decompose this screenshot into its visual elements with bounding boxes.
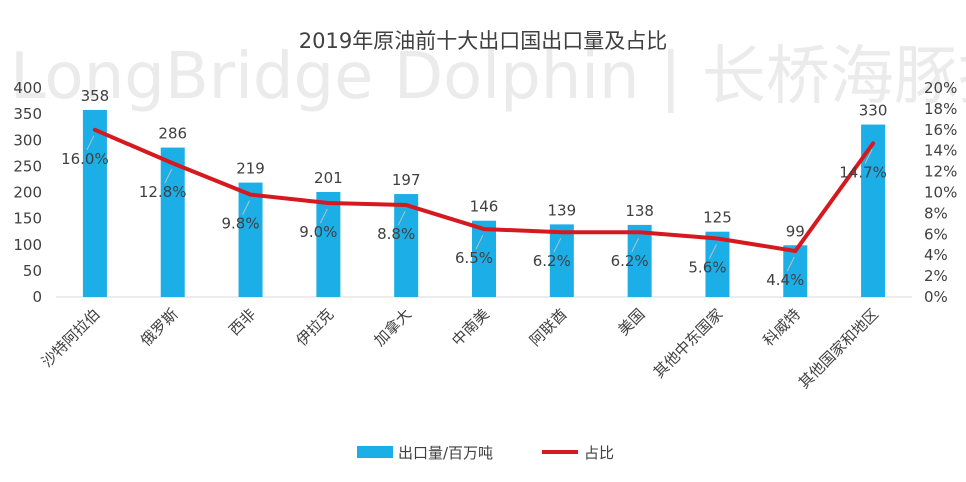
- line-label-leader: [164, 169, 173, 184]
- legend: 出口量/百万吨 占比: [357, 444, 614, 462]
- watermark: LongBridge Dolphin | 长桥海豚投研: [10, 40, 966, 114]
- bar-value-label: 146: [470, 198, 499, 216]
- line-label-leader: [86, 135, 95, 151]
- bar-value-label: 201: [314, 169, 343, 187]
- bar: [705, 231, 730, 297]
- line-label-leader: [864, 149, 873, 164]
- y-right-tick-label: 20%: [924, 79, 957, 97]
- y-right-tick-label: 18%: [924, 100, 957, 118]
- y-right-tick-label: 16%: [924, 121, 957, 139]
- line-label-leader: [553, 237, 562, 253]
- line-label-leader: [475, 234, 484, 250]
- category-label: 沙特阿拉伯: [38, 305, 104, 371]
- y-left-tick-label: 400: [13, 79, 42, 97]
- y-left-tick-label: 350: [13, 105, 42, 123]
- y-right-tick-label: 8%: [924, 204, 948, 222]
- y-left-tick-label: 300: [13, 131, 42, 149]
- bar: [783, 245, 808, 297]
- legend-line-label: 占比: [584, 444, 614, 462]
- category-label: 伊拉克: [293, 305, 338, 350]
- bar-value-label: 138: [625, 202, 654, 220]
- y-right-tick-label: 4%: [924, 246, 948, 264]
- line-value-label: 9.8%: [221, 215, 259, 233]
- bar: [394, 194, 419, 297]
- bar-value-label: 219: [236, 160, 265, 178]
- line-value-label: 6.2%: [611, 252, 649, 270]
- category-label: 阿联酋: [526, 305, 571, 350]
- category-label: 俄罗斯: [137, 305, 182, 350]
- y-right-tick-label: 6%: [924, 225, 948, 243]
- bar-value-label: 197: [392, 171, 421, 189]
- line-value-label: 6.2%: [533, 252, 571, 270]
- category-label: 西非: [225, 305, 259, 339]
- share-line: [92, 127, 876, 254]
- y-left-tick-label: 0: [32, 288, 42, 306]
- line-value-label: 16.0%: [61, 150, 109, 168]
- bar: [238, 182, 263, 297]
- category-label: 美国: [615, 305, 649, 339]
- bar-value-label: 286: [158, 125, 187, 143]
- y-right-tick-label: 12%: [924, 163, 957, 181]
- category-label: 中南美: [448, 305, 493, 350]
- bar-value-label: 99: [786, 222, 805, 240]
- category-label: 其他中东国家: [650, 305, 726, 381]
- y-right-tick-label: 10%: [924, 184, 957, 202]
- legend-bar-swatch: [357, 446, 393, 458]
- line-value-label: 8.8%: [377, 225, 415, 243]
- line-value-label: 9.0%: [299, 223, 337, 241]
- legend-bar-label: 出口量/百万吨: [398, 444, 493, 462]
- line-label-leader: [631, 237, 640, 253]
- category-label: 其他国家和地区: [795, 305, 882, 392]
- y-right-tick-label: 2%: [924, 267, 948, 285]
- y-left-tick-label: 100: [13, 236, 42, 254]
- plot-area: 0 50 100 150 200 250 300 350 400 0% 2% 4% 6% 8% 10% 12%…: [13, 79, 957, 392]
- line-label-leader: [709, 244, 717, 259]
- line-label-leader: [786, 256, 795, 272]
- line-label-leader: [397, 210, 406, 226]
- line-value-label: 5.6%: [688, 258, 726, 276]
- bar: [316, 191, 341, 297]
- y-left-tick-label: 50: [23, 262, 42, 280]
- bar-value-label: 125: [703, 209, 732, 227]
- bar: [160, 147, 185, 297]
- line-value-label: 14.7%: [839, 163, 887, 181]
- line-label-leader: [242, 200, 250, 215]
- category-label: 科威特: [760, 305, 805, 350]
- line-label-leader: [319, 208, 328, 224]
- bar: [82, 109, 107, 297]
- bar: [472, 220, 496, 297]
- y-right-tick-label: 14%: [924, 142, 957, 160]
- bar-value-label: 358: [81, 87, 110, 105]
- chart-title: 2019年原油前十大出口国出口量及占比: [299, 29, 667, 53]
- line-value-label: 12.8%: [139, 183, 187, 201]
- bar: [549, 224, 574, 297]
- line-value-label: 6.5%: [455, 249, 493, 267]
- bar-value-label: 139: [547, 201, 576, 219]
- y-left-tick-label: 150: [13, 210, 42, 228]
- y-left-tick-label: 200: [13, 184, 42, 202]
- bar: [861, 124, 886, 297]
- category-label: 加拿大: [370, 305, 415, 350]
- y-left-tick-label: 250: [13, 157, 42, 175]
- y-right-tick-label: 0%: [924, 288, 948, 306]
- line-value-label: 4.4%: [766, 271, 804, 289]
- bar: [627, 224, 652, 297]
- bar-value-label: 330: [859, 102, 888, 120]
